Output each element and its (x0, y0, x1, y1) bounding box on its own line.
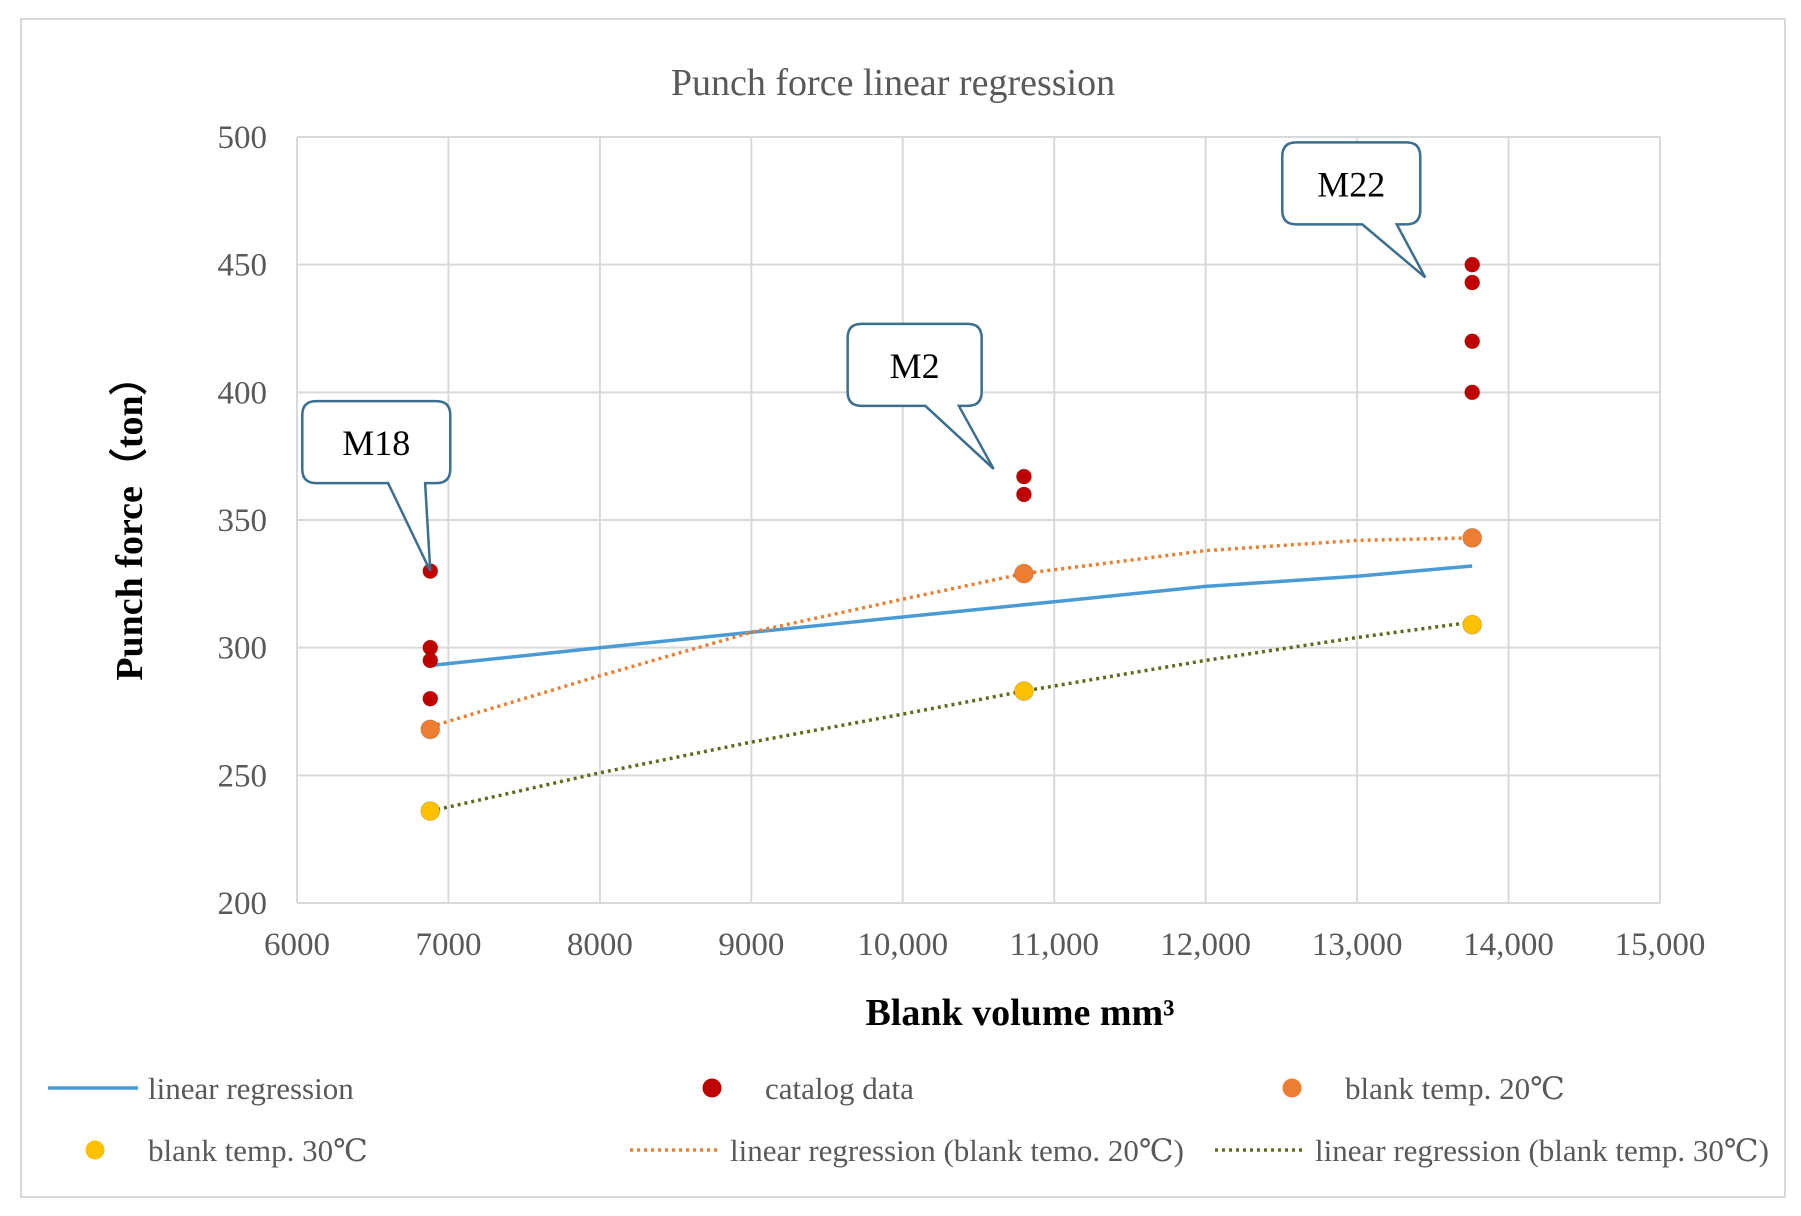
point-catalog-data (1464, 384, 1481, 401)
legend-item-linear-regression-blank-temo-20: linear regression (blank temo. 20℃) (630, 1133, 1184, 1168)
point-blank-temp-20 (1462, 527, 1483, 548)
x-tick-label: 7000 (415, 927, 481, 963)
regression-lines (429, 536, 1473, 813)
legend-label: linear regression (blank temp. 30℃) (1315, 1133, 1769, 1168)
callout-box (846, 322, 995, 470)
y-tick-label: 450 (218, 248, 268, 284)
legend-item-linear-regression-blank-temp-30: linear regression (blank temp. 30℃) (1215, 1133, 1769, 1168)
legend-marker (85, 1140, 105, 1160)
series-line-linear-regression-blank-temp-30 (429, 620, 1473, 813)
point-catalog-data (1015, 468, 1032, 485)
legend-item-linear-regression: linear regression (48, 1071, 354, 1106)
y-tick-label: 350 (218, 503, 268, 539)
legend-label: linear regression (blank temo. 20℃) (730, 1133, 1184, 1168)
callouts: M18 M2 M22 (301, 141, 1427, 572)
x-tick-label: 12,000 (1160, 927, 1251, 963)
x-axis-label: Blank volume mm³ (865, 992, 1174, 1034)
callout-m22: M22 (1281, 141, 1427, 279)
legend-item-blank-temp-20: blank temp. 20℃ (1282, 1071, 1565, 1106)
x-tick-label: 10,000 (857, 927, 948, 963)
x-tick-label: 14,000 (1463, 927, 1554, 963)
x-tick-label: 15,000 (1615, 927, 1706, 963)
point-blank-temp-30 (1013, 681, 1034, 702)
y-tick-label: 200 (218, 886, 268, 922)
point-catalog-data (1464, 256, 1481, 273)
callout-label: M22 (1317, 164, 1385, 204)
legend-marker (1282, 1078, 1302, 1098)
chart-title: Punch force linear regression (671, 62, 1115, 104)
point-blank-temp-30 (1462, 614, 1483, 635)
y-tick-label: 300 (218, 631, 268, 667)
callout-box (1281, 141, 1427, 279)
legend-item-blank-temp-30: blank temp. 30℃ (85, 1133, 368, 1168)
series-line-linear-regression (430, 564, 1473, 668)
grid (296, 136, 1661, 904)
callout-m2: M2 (846, 322, 995, 470)
point-catalog-data (422, 690, 439, 707)
legend-label: blank temp. 20℃ (1345, 1071, 1565, 1106)
legend-marker (702, 1078, 722, 1098)
legend-label: linear regression (148, 1071, 354, 1106)
y-axis-label: Punch force（ton） (109, 357, 151, 680)
point-blank-temp-20 (420, 719, 441, 740)
point-catalog-data (1464, 333, 1481, 350)
x-tick-label: 6000 (264, 927, 330, 963)
callout-label: M2 (890, 346, 940, 386)
tick-labels: 6000 7000 8000 9000 10,000 11,000 12,000 13,000… (218, 120, 1706, 963)
x-tick-label: 13,000 (1312, 927, 1403, 963)
legend: linear regression catalog data blank temp.… (48, 1071, 1769, 1168)
callout-m18: M18 (301, 399, 452, 572)
point-catalog-data (1015, 486, 1032, 503)
legend-label: blank temp. 30℃ (148, 1133, 368, 1168)
legend-item-catalog-data: catalog data (702, 1071, 914, 1106)
y-tick-label: 500 (218, 120, 268, 156)
x-tick-label: 8000 (567, 927, 633, 963)
callout-label: M18 (342, 423, 410, 463)
callout-box (301, 399, 452, 572)
y-tick-label: 400 (218, 375, 268, 411)
point-blank-temp-20 (1013, 563, 1034, 584)
point-catalog-data (422, 652, 439, 669)
point-catalog-data (1464, 274, 1481, 291)
point-blank-temp-30 (420, 801, 441, 822)
legend-label: catalog data (765, 1071, 914, 1106)
series-line-linear-regression-blank-temo-20 (429, 536, 1473, 729)
x-tick-label: 11,000 (1009, 927, 1099, 963)
x-tick-label: 9000 (718, 927, 784, 963)
y-tick-label: 250 (218, 758, 268, 794)
